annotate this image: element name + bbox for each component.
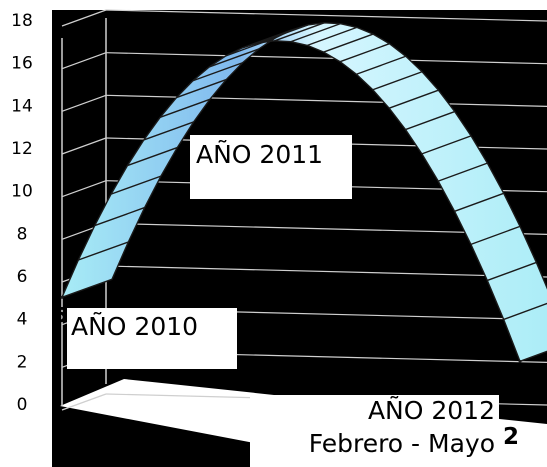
ribbon-segment (421, 135, 472, 155)
y-tick-label: 8 (17, 224, 28, 244)
y-tick-label: 0 (17, 395, 28, 415)
ribbon-segment (339, 43, 390, 63)
gridline (105, 52, 547, 65)
ribbon-segment (454, 192, 504, 212)
ribbon-segment (110, 175, 162, 195)
gridline (105, 265, 547, 278)
ribbon-segment (94, 206, 145, 227)
category-label-2012: AÑO 2012 Febrero - Mayo (250, 395, 499, 467)
gridline (105, 9, 547, 22)
ribbon-segment (372, 71, 423, 91)
ribbon-segment (274, 22, 325, 42)
ribbon-segment (356, 55, 407, 75)
category-label-2010: AÑO 2010 (67, 308, 237, 369)
ribbon-segment (405, 110, 455, 131)
data-label-2012: 2 (503, 424, 520, 450)
ribbon-segment (241, 29, 292, 49)
data-ribbon (60, 22, 547, 363)
gridline-side (61, 52, 107, 70)
ribbon-segment (323, 33, 374, 53)
ribbon-segment (192, 62, 243, 82)
ribbon-segment (470, 225, 521, 246)
data-point-2 (266, 39, 270, 43)
gridline-side (61, 393, 107, 411)
ribbon-segment (208, 48, 260, 68)
y-tick-label: 10 (11, 182, 33, 202)
ribbon-segment (503, 302, 547, 321)
ribbon-segment (143, 121, 194, 141)
y-tick-label: 2 (17, 352, 28, 372)
y-tick-label: 12 (11, 139, 33, 159)
gridline-side (61, 137, 107, 155)
ribbon-segment (78, 241, 129, 261)
ribbon-segment (159, 98, 211, 118)
data-point-3 (518, 359, 522, 363)
ribbon-segment (388, 89, 439, 109)
ribbon-segment (176, 78, 227, 99)
ribbon-segment (290, 22, 341, 43)
ribbon-segment (127, 146, 178, 167)
data-point-1 (60, 295, 64, 299)
ribbon-segment (437, 162, 488, 182)
data-label-2010: 5 (54, 303, 68, 327)
y-tick-label: 6 (17, 267, 28, 287)
gridline-side (61, 94, 107, 112)
gridline-side (61, 9, 107, 27)
ribbon-segment (258, 24, 309, 44)
y-tick-label: 16 (11, 54, 33, 74)
y-tick-label: 14 (11, 96, 33, 116)
category-label-2012-period: Febrero - Mayo (308, 429, 495, 458)
ribbon-segment (307, 26, 358, 47)
y-tick-label: 18 (11, 11, 33, 31)
ribbon-segment (487, 261, 537, 282)
gridline-side (61, 180, 107, 198)
y-tick-label: 4 (17, 310, 28, 330)
category-label-2011: AÑO 2011 (190, 135, 352, 199)
category-label-2012-year: AÑO 2012 (367, 396, 495, 425)
